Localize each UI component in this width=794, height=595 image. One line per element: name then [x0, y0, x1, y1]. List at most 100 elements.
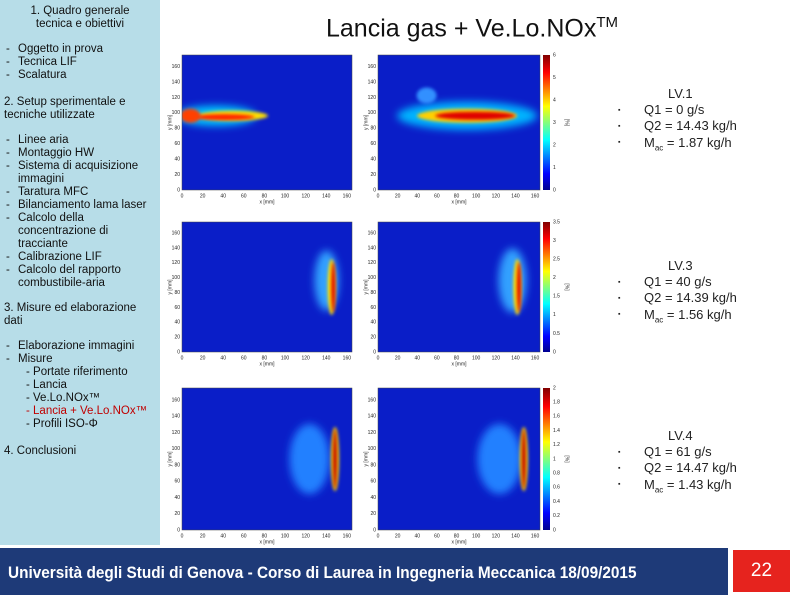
x-tick-label: 40 [414, 533, 420, 539]
x-tick-label: 60 [241, 533, 247, 539]
x-tick-label: 40 [414, 193, 420, 199]
subitem: - Portate riferimento [26, 366, 128, 378]
x-tick-label: 120 [301, 193, 310, 199]
y-tick-label: 100 [368, 110, 377, 116]
x-tick-label: 40 [414, 355, 420, 361]
heatmap [378, 55, 540, 190]
x-tick-label: 40 [220, 193, 226, 199]
colorbar [543, 222, 550, 352]
item-sub: ac [654, 315, 664, 325]
item-text: Q1 = 61 g/s [644, 444, 712, 459]
y-axis-label: y [mm] [167, 279, 173, 295]
item-sub: ac [654, 143, 664, 153]
y-tick-label: 160 [368, 397, 377, 403]
x-tick-label: 140 [322, 193, 331, 199]
colorbar-tick-label: 0 [553, 187, 556, 193]
colorbar-tick-label: 3.5 [553, 219, 560, 225]
level-item: Q1 = 0 g/s [612, 102, 737, 118]
x-tick-label: 140 [322, 533, 331, 539]
x-tick-label: 80 [262, 533, 268, 539]
x-tick-label: 60 [241, 193, 247, 199]
x-tick-label: 120 [492, 533, 501, 539]
plume [331, 262, 336, 312]
y-tick-label: 0 [177, 349, 180, 355]
colorbar-label: [%] [564, 119, 570, 127]
colorbar-tick-label: 3 [553, 238, 556, 244]
x-tick-label: 100 [472, 355, 481, 361]
level-label: LV.4 [668, 428, 693, 443]
colorbar [543, 388, 550, 530]
y-tick-label: 60 [370, 305, 376, 311]
item: Tecnica LIF [6, 56, 160, 69]
plume [516, 262, 521, 312]
y-tick-label: 60 [370, 141, 376, 147]
item: Misure [6, 353, 160, 366]
y-tick-label: 120 [368, 430, 377, 436]
y-tick-label: 0 [373, 527, 376, 533]
level-block: LV.3Q1 = 40 g/sQ2 = 14.39 kg/hMac = 1.56… [612, 258, 737, 328]
y-axis-label: y [mm] [167, 451, 173, 467]
y-tick-label: 20 [174, 334, 180, 340]
lif-images: 0 20 40 60 80 100 120 140 1600204060801001201401… [167, 52, 570, 545]
frame [377, 221, 541, 353]
section-heading: 2. Setup sperimentale e tecniche utilizz… [4, 96, 126, 121]
colorbar-tick-label: 2 [553, 142, 556, 148]
item-text: Q2 = 14.39 kg/h [644, 290, 737, 306]
x-tick-label: 20 [200, 533, 206, 539]
level-label: LV.1 [668, 86, 693, 101]
item: Calcolo della concentrazione di traccian… [6, 212, 160, 251]
x-tick-label: 0 [377, 193, 380, 199]
x-tick-label: 0 [181, 533, 184, 539]
x-tick-label: 140 [511, 193, 520, 199]
section-heading: 3. Misure ed elaborazione dati [4, 302, 137, 327]
plume [521, 429, 526, 489]
y-tick-label: 160 [172, 64, 181, 70]
item: Montaggio HW [6, 147, 160, 160]
x-axis-label: x [mm] [452, 361, 468, 367]
y-tick-label: 0 [177, 187, 180, 193]
item-rest: = 1.43 kg/h [663, 476, 732, 492]
y-tick-label: 120 [172, 95, 181, 101]
colorbar-tick-label: 1.6 [553, 414, 560, 420]
x-tick-label: 160 [343, 355, 352, 361]
item: Linee aria [6, 134, 160, 147]
colorbar-tick-label: 3 [553, 120, 556, 126]
y-tick-label: 80 [370, 462, 376, 468]
plume [477, 424, 522, 494]
colorbar-tick-label: 1 [553, 312, 556, 318]
section-heading: 4. Conclusioni [4, 445, 77, 457]
colorbar-tick-label: 2 [553, 275, 556, 281]
colorbar-tick-label: 1.5 [553, 294, 560, 300]
x-tick-label: 120 [301, 355, 310, 361]
level-item: Q1 = 40 g/s [612, 274, 737, 290]
item-list: Elaborazione immaginiMisure [0, 340, 160, 366]
heatmap [182, 388, 352, 530]
y-tick-label: 160 [368, 230, 377, 236]
y-tick-label: 40 [370, 495, 376, 501]
y-tick-label: 0 [177, 527, 180, 533]
item-text: M [644, 306, 655, 322]
y-tick-label: 140 [172, 245, 181, 251]
plume [182, 108, 201, 123]
x-tick-label: 0 [181, 193, 184, 199]
heatmap [182, 55, 352, 190]
x-tick-label: 100 [281, 533, 290, 539]
level-item: Mac = 1.56 kg/h [612, 307, 737, 328]
y-tick-label: 100 [368, 275, 377, 281]
item-text: Q2 = 14.43 kg/h [644, 118, 737, 134]
colorbar-tick-label: 1.8 [553, 400, 560, 406]
x-tick-label: 100 [472, 193, 481, 199]
level-item: Q2 = 14.47 kg/h [612, 460, 737, 476]
plume [416, 87, 437, 104]
title-text: Lancia gas + Ve.Lo.NOx [326, 14, 597, 43]
y-tick-label: 20 [174, 511, 180, 517]
footer-text: Università degli Studi di Genova - Corso… [8, 564, 637, 582]
plume [333, 429, 337, 489]
x-tick-label: 80 [262, 355, 268, 361]
y-tick-label: 100 [368, 446, 377, 452]
sidebar: 1. Quadro generale tecnica e obiettivi Og… [0, 0, 160, 545]
y-axis-label: y [mm] [167, 114, 173, 130]
y-tick-label: 40 [174, 495, 180, 501]
x-tick-label: 80 [454, 193, 460, 199]
y-tick-label: 40 [370, 320, 376, 326]
